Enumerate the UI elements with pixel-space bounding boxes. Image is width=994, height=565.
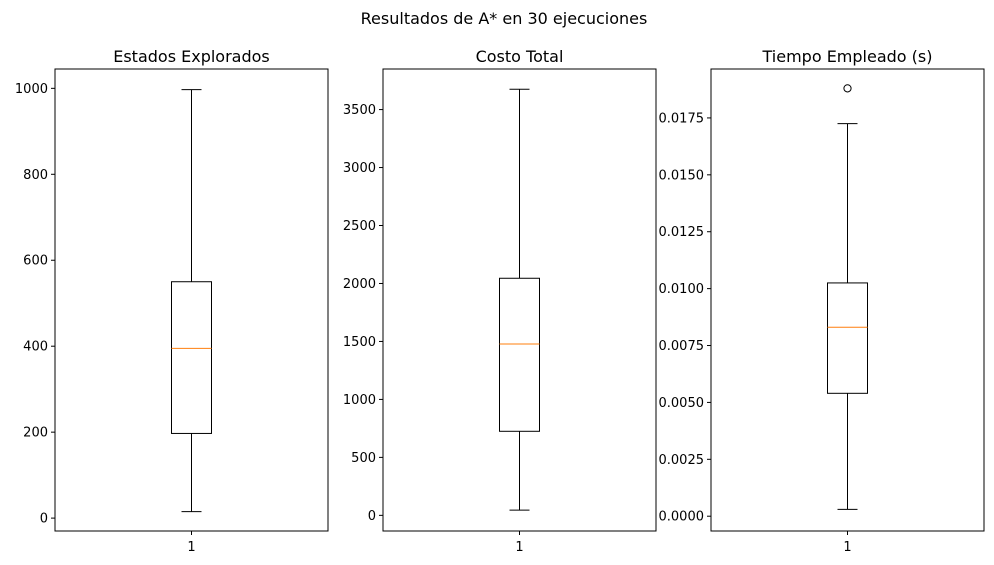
chart-panels: Estados Explorados020040060080010001Cost… (15, 47, 985, 555)
y-tick-label: 200 (23, 426, 48, 441)
y-tick-label: 800 (23, 168, 48, 183)
panel-title: Tiempo Empleado (s) (762, 47, 933, 66)
iqr-box (171, 281, 212, 434)
figure-title: Resultados de A* en 30 ejecuciones (361, 9, 648, 28)
outlier-point (843, 84, 852, 93)
y-tick-label: 0.0000 (659, 510, 705, 525)
y-tick-label: 0 (368, 509, 376, 524)
panel-title: Costo Total (476, 47, 564, 66)
y-tick-label: 0.0125 (659, 225, 705, 240)
y-tick-label: 0.0025 (659, 453, 705, 468)
y-tick-label: 0.0150 (659, 168, 705, 183)
x-tick-label: 1 (843, 540, 851, 555)
x-tick-label: 1 (187, 540, 195, 555)
chart-panel-1: Estados Explorados 0 200 400 600 800 1000 1 (15, 47, 329, 555)
y-tick-label: 1000 (343, 393, 376, 408)
y-tick-label: 0.0050 (659, 396, 705, 411)
y-tick-label: 1500 (343, 335, 376, 350)
y-tick-label: 400 (23, 340, 48, 355)
y-tick-label: 3000 (343, 161, 376, 176)
panel-title: Estados Explorados (113, 47, 270, 66)
y-tick-label: 600 (23, 254, 48, 269)
y-tick-label: 3500 (343, 103, 376, 118)
chart-panel-2: Costo Total 0 500 1000 1500 2000 2500 3000 3500 1 (343, 47, 657, 555)
chart-panel-3: Tiempo Empleado (s) 0.0000 0.0025 0.0050 0.0… (659, 47, 985, 555)
y-tick-label: 2000 (343, 277, 376, 292)
y-tick-label: 0.0100 (659, 282, 705, 297)
x-tick-label: 1 (515, 540, 523, 555)
y-tick-label: 500 (351, 451, 376, 466)
y-tick-label: 0.0175 (659, 111, 705, 126)
y-tick-label: 0 (40, 512, 48, 527)
iqr-box (499, 277, 540, 432)
y-tick-label: 1000 (15, 82, 48, 97)
iqr-box (827, 282, 868, 394)
y-tick-label: 2500 (343, 219, 376, 234)
y-tick-label: 0.0075 (659, 339, 705, 354)
